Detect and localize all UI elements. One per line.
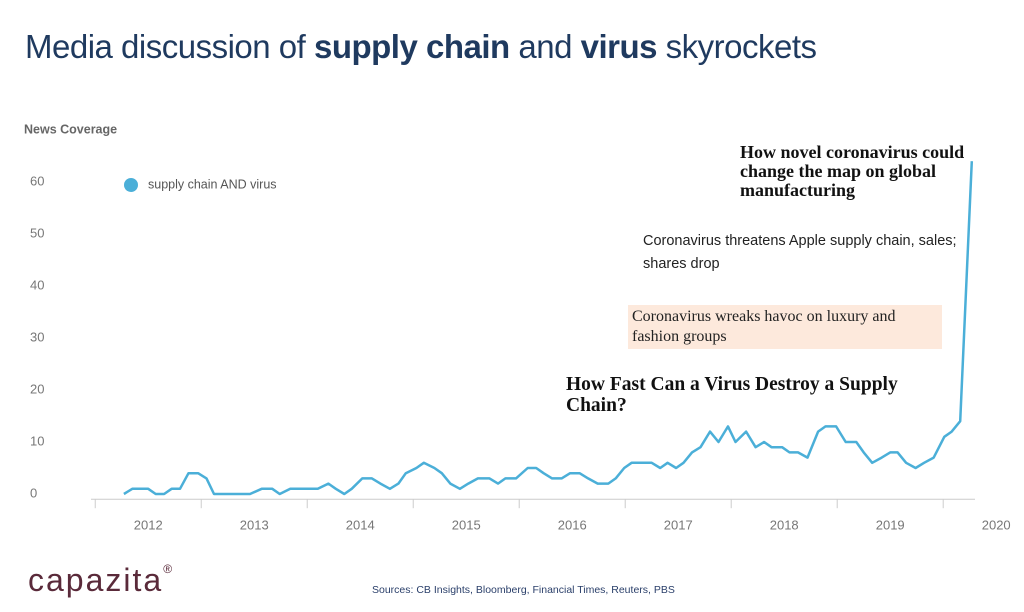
x-tick-label: 2012 [134, 518, 163, 533]
annotation: Coronavirus wreaks havoc on luxury and f… [628, 305, 942, 349]
title-part: Media discussion of [25, 28, 314, 65]
chart-title: Media discussion of supply chain and vir… [25, 28, 817, 66]
title-part: supply chain [313, 28, 510, 65]
x-tick-label: 2014 [346, 518, 375, 533]
x-tick-label: 2020 [982, 518, 1011, 533]
y-tick-label: 0 [30, 485, 37, 500]
x-tick-label: 2016 [558, 518, 587, 533]
legend-marker [124, 178, 138, 192]
y-tick-label: 60 [30, 173, 44, 188]
sources: Sources: CB Insights, Bloomberg, Financi… [372, 584, 675, 596]
legend-label: supply chain AND virus [148, 177, 277, 191]
y-axis-label: News Coverage [24, 122, 117, 136]
annotation: How Fast Can a Virus Destroy a Supply Ch… [566, 374, 898, 416]
annotation: Coronavirus threatens Apple supply chain… [643, 233, 957, 272]
x-tick-label: 2015 [452, 518, 481, 533]
title-part: virus [580, 28, 658, 65]
y-tick-label: 20 [30, 381, 44, 396]
line [123, 161, 974, 496]
x-tick-label: 2019 [876, 518, 905, 533]
annotation: How novel coronavirus could change the m… [740, 142, 965, 200]
x-tick-label: 2018 [770, 518, 799, 533]
title-part: and [509, 28, 581, 65]
y-tick-label: 50 [30, 225, 44, 240]
x-tick-label: 2017 [664, 518, 693, 533]
y-tick-label: 10 [30, 433, 44, 448]
logo-text: capazita [28, 562, 164, 598]
y-tick-label: 40 [30, 277, 44, 292]
logo-mark: ® [163, 562, 173, 576]
title-part: skyrockets [656, 28, 817, 65]
x-tick-label: 2013 [240, 518, 269, 533]
y-tick-label: 30 [30, 329, 44, 344]
logo: capazita® [28, 562, 172, 599]
